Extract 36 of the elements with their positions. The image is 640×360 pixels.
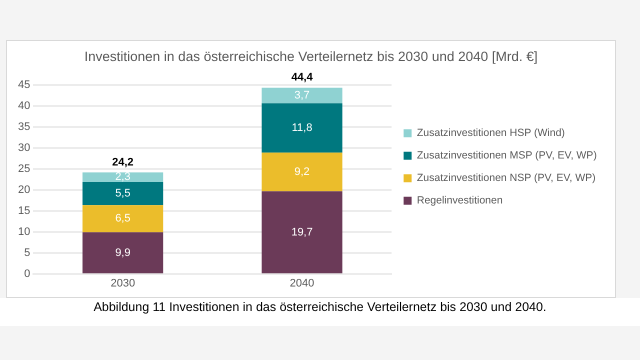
legend-label: Zusatzinvestitionen MSP (PV, EV, WP) xyxy=(416,150,597,162)
legend-label: Regelinvestitionen xyxy=(416,194,503,207)
y-tick-label: 20 xyxy=(18,184,30,196)
total-label: 44,4 xyxy=(291,72,314,84)
data-label: 2,3 xyxy=(115,171,130,184)
y-tick-label: 10 xyxy=(18,226,30,238)
x-tick-label: 2040 xyxy=(290,277,314,290)
bar xyxy=(82,232,164,274)
x-tick-label: 2030 xyxy=(110,277,136,290)
data-label: 9,9 xyxy=(115,246,130,259)
y-tick-label: 30 xyxy=(18,142,30,154)
y-tick-label: 0 xyxy=(24,268,30,280)
y-tick-label: 35 xyxy=(18,121,30,134)
data-label: 3,7 xyxy=(294,90,310,102)
bar xyxy=(262,152,342,192)
bar xyxy=(82,182,164,206)
text: Abbildung 11 Investitionen in das österreichische Verteilernetz bis 2030 und 2040. xyxy=(0,298,640,326)
bar xyxy=(262,103,342,153)
bar xyxy=(262,88,342,104)
y-tick-label: 40 xyxy=(18,100,30,112)
data-label: 11,8 xyxy=(292,122,312,134)
legend-label: Zusatzinvestitionen HSP (Wind) xyxy=(416,127,565,140)
bar xyxy=(262,191,342,274)
bar xyxy=(82,172,164,182)
bar xyxy=(82,205,164,232)
y-tick-label: 25 xyxy=(18,163,30,176)
legend-label: Zusatzinvestitionen NSP (PV, EV, WP) xyxy=(416,172,596,184)
data-label: 19,7 xyxy=(291,226,313,238)
total-label: 24,2 xyxy=(112,156,134,168)
y-tick-label: 15 xyxy=(18,204,30,217)
data-label: 5,5 xyxy=(115,188,130,200)
data-label: 6,5 xyxy=(115,212,130,225)
y-tick-label: 45 xyxy=(18,79,30,92)
data-label: 9,2 xyxy=(294,166,310,178)
chart-title: Investitionen in das österreichische Verteilernetz bis 2030 und 2040 [Mrd. €] xyxy=(84,48,538,64)
y-tick-label: 5 xyxy=(24,246,30,259)
